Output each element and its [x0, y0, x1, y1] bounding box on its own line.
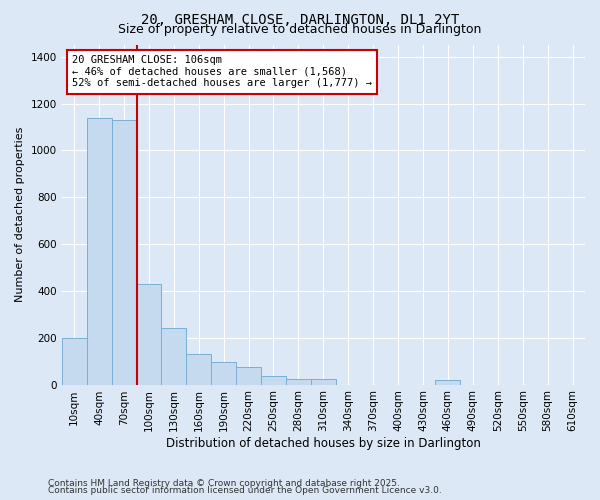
Bar [136, 284, 161, 384]
Bar [236, 367, 261, 384]
Bar [186, 354, 211, 384]
Bar [261, 376, 286, 384]
Bar [112, 120, 136, 384]
Text: Contains HM Land Registry data © Crown copyright and database right 2025.: Contains HM Land Registry data © Crown c… [48, 478, 400, 488]
Text: Contains public sector information licensed under the Open Government Licence v3: Contains public sector information licen… [48, 486, 442, 495]
Text: Size of property relative to detached houses in Darlington: Size of property relative to detached ho… [118, 22, 482, 36]
Y-axis label: Number of detached properties: Number of detached properties [15, 127, 25, 302]
Bar [86, 118, 112, 384]
Text: 20, GRESHAM CLOSE, DARLINGTON, DL1 2YT: 20, GRESHAM CLOSE, DARLINGTON, DL1 2YT [141, 12, 459, 26]
Text: 20 GRESHAM CLOSE: 106sqm
← 46% of detached houses are smaller (1,568)
52% of sem: 20 GRESHAM CLOSE: 106sqm ← 46% of detach… [72, 55, 372, 88]
Bar [161, 328, 186, 384]
Bar [211, 362, 236, 384]
Bar [436, 380, 460, 384]
Bar [62, 338, 86, 384]
Bar [311, 378, 336, 384]
X-axis label: Distribution of detached houses by size in Darlington: Distribution of detached houses by size … [166, 437, 481, 450]
Bar [286, 378, 311, 384]
